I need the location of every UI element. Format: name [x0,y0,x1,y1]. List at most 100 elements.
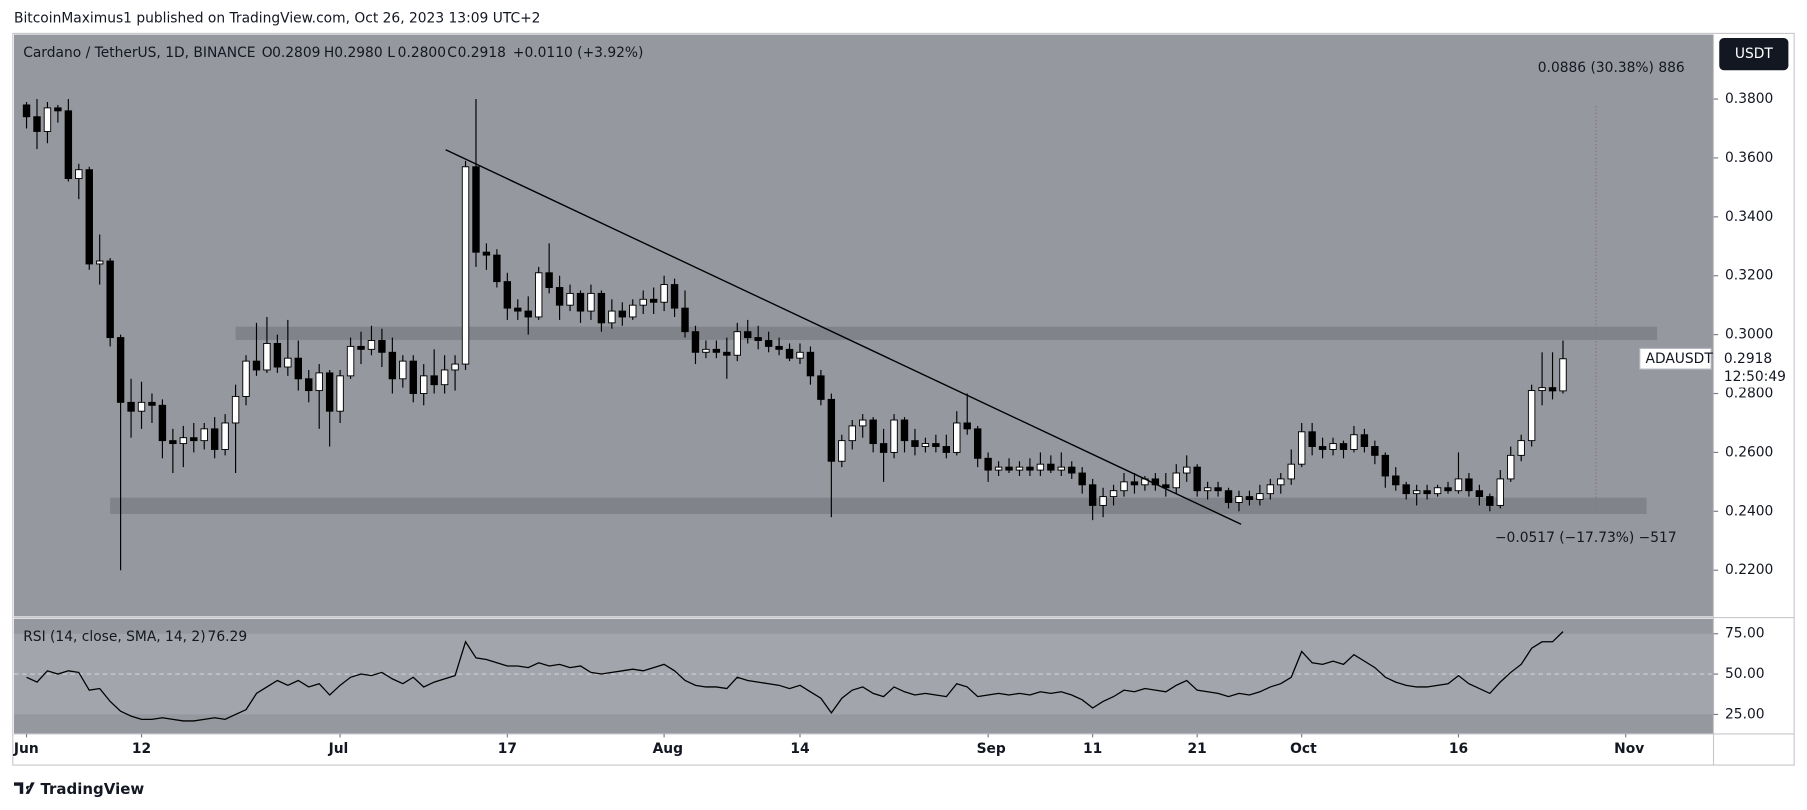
candle-body [1496,478,1504,506]
legend-symbol: Cardano / TetherUS, 1D, BINANCE [23,45,255,61]
candle-body [1360,434,1369,447]
candle-body [1423,490,1431,495]
candle-body [263,342,271,371]
candle-body [1183,466,1191,474]
candle-body [190,437,198,442]
candle-body [942,446,951,453]
x-tick-label: Jul [328,741,349,757]
candle-body [1507,454,1515,480]
candle-body [869,419,877,445]
candle-body [900,419,909,442]
candle-body [399,360,407,380]
candle-body [33,116,41,132]
x-tick-label: 16 [1449,741,1468,757]
candle-body [1444,487,1452,492]
candle-body [775,345,783,350]
candle-body [514,307,522,312]
candle-body [1287,463,1295,480]
tradingview-logo [13,782,35,794]
candle-body [733,331,741,356]
candle-body [608,310,616,324]
price-tag-text: 0.2918 [1724,351,1772,367]
candle-body [1402,484,1410,495]
candle-body [252,360,261,371]
rsi-tick-label: 25.00 [1725,706,1765,722]
candle-body [723,351,731,356]
candle-body [472,166,480,253]
candle-body [1099,496,1107,506]
legend-ohlc-value: 0.2800 [398,45,446,61]
legend-ohlc-value: 0.2809 [272,45,320,61]
footer-logo-text: TradingView [40,780,144,798]
candle-body [670,284,679,309]
candle-body [744,331,752,339]
candle-body [754,337,762,341]
candle-body [911,440,919,447]
candle-body [148,401,156,406]
y-tick-label: 0.3600 [1725,150,1773,166]
candle-body [1120,481,1128,492]
candle-body [973,428,982,459]
candle-body [555,287,564,306]
legend-ohlc-key: O [262,45,273,61]
x-tick-label: Jun [13,741,39,757]
candle-body [388,351,397,380]
y-tick-label: 0.3000 [1725,327,1773,343]
candle-body [75,169,83,180]
x-tick-label: 21 [1188,741,1207,757]
candle-body [482,251,491,256]
candle-body [1517,440,1525,456]
candle-body [639,298,647,306]
candle-body [1047,463,1055,471]
candle-body [96,260,104,265]
candle-body [420,375,428,394]
candle-body [1214,487,1222,492]
candle-body [1433,487,1442,495]
candle-body [367,340,376,350]
candle-body [336,375,344,412]
x-tick-label: 14 [790,741,809,757]
candle-body [43,107,52,132]
candle-body [859,419,867,427]
support-resistance-zone [110,497,1647,514]
candle-body [1068,466,1076,474]
candle-body [1527,390,1536,442]
candle-body [1005,466,1013,471]
legend-change: +0.0110 (+3.92%) [513,45,644,61]
symbol-tag [1639,347,1712,370]
candle-body [430,375,438,386]
candle-body [1339,443,1348,450]
candle-body [378,340,386,353]
candle-body [806,351,815,377]
candle-body [1203,487,1212,492]
candle-body [1256,493,1264,500]
candle-body [54,107,62,112]
candle-body [294,357,302,380]
x-tick-label: 17 [498,741,517,757]
currency-label: USDT [1735,46,1774,62]
candle-body [618,310,627,318]
candle-body [305,378,313,392]
candle-body [848,425,856,442]
candle-body [1015,466,1024,471]
candle-body [566,292,574,306]
x-tick-label: 11 [1083,741,1102,757]
candle-body [200,428,208,442]
candle-body [660,284,668,303]
candle-body [158,404,167,442]
candle-body [1308,431,1316,447]
measure-label: 0.0886 (30.38%) 886 [1538,60,1685,76]
candle-body [681,307,689,333]
candle-body [890,419,898,453]
candle-body [1412,490,1421,495]
candle-body [921,443,930,447]
candle-body [461,166,470,365]
candle-body [169,440,177,445]
candle-body [1475,490,1484,498]
frame [12,32,1795,766]
rsi-tick-label: 75.00 [1725,626,1765,642]
candle-body [1538,387,1546,392]
candle-body [451,363,459,371]
candle-body [325,372,334,412]
candle-body [764,340,773,347]
